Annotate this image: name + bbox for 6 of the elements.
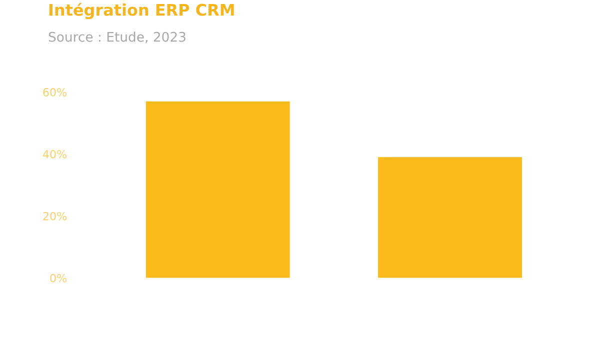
y-tick-label: 60% bbox=[43, 88, 66, 96]
y-tick-label: 20% bbox=[43, 212, 66, 220]
chart-title: Intégration ERP CRM bbox=[49, 2, 234, 20]
y-tick-label: 40% bbox=[42, 150, 66, 158]
source-note: Source : Etude, 2023 bbox=[48, 32, 186, 44]
y-tick-label: 0% bbox=[50, 274, 66, 282]
